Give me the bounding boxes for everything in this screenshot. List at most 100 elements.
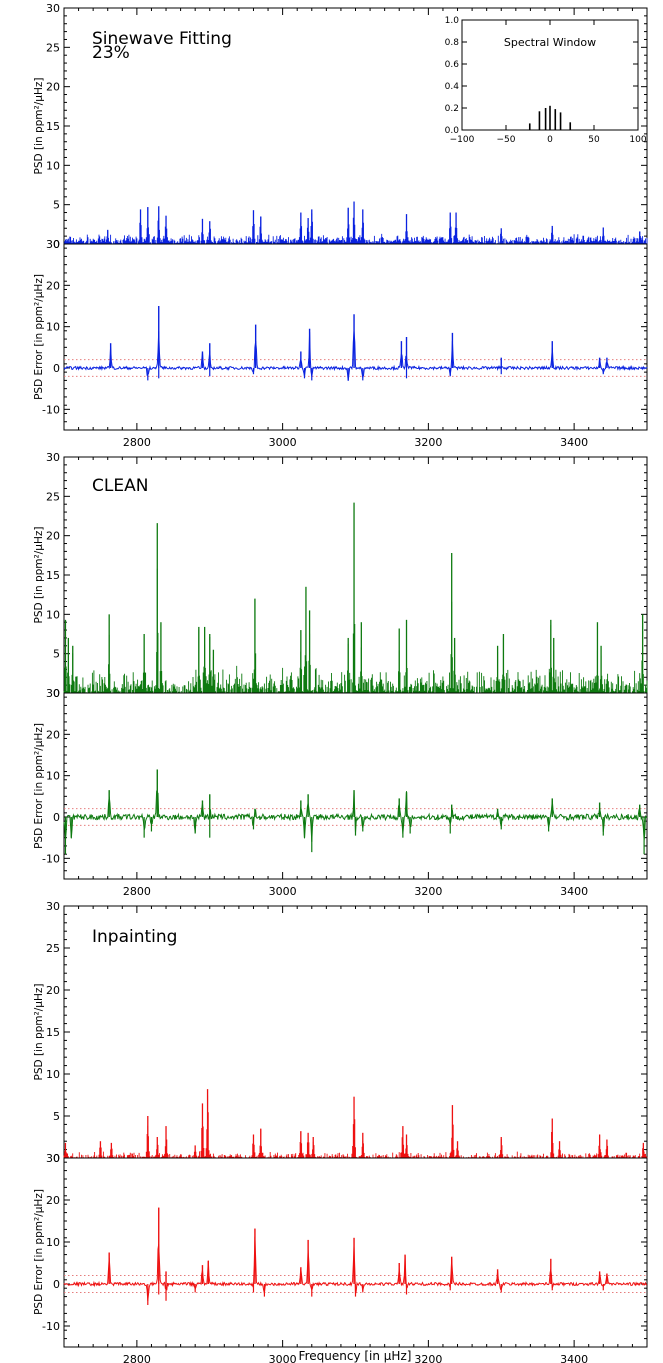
y-ticks: -10 0 10 20 30 — [42, 238, 647, 431]
y-tick-label: 0 — [53, 1152, 60, 1165]
inset-y-tick-label: 1.0 — [445, 16, 460, 26]
y-ticks: -10 0 10 20 30 — [42, 687, 647, 880]
y-tick-label: 5 — [53, 199, 60, 212]
y-tick-label: 25 — [46, 942, 60, 955]
y-tick-label: 15 — [46, 569, 60, 582]
panel-inpainting-psd: 0 5 10 15 20 25 30 PSD [in ppm²/µHz] Inpaintin… — [33, 900, 648, 1165]
y-axis-label: PSD Error [in ppm²/µHz] — [33, 1189, 45, 1315]
y-ticks: 0 5 10 15 20 25 30 — [46, 451, 647, 700]
x-tick-label: 3200 — [414, 1353, 442, 1363]
plot-frame — [63, 1157, 648, 1348]
y-tick-label: 0 — [53, 362, 60, 375]
y-tick-label: 20 — [46, 81, 60, 94]
y-tick-label: 10 — [46, 1068, 60, 1081]
error-signal — [63, 1207, 647, 1305]
y-tick-label: 10 — [46, 321, 60, 334]
inset-y-tick-label: 0.8 — [445, 38, 460, 48]
inset-x-tick-label: −50 — [497, 135, 516, 145]
y-tick-label: 5 — [53, 1110, 60, 1123]
y-axis-label: PSD [in ppm²/µHz] — [33, 78, 45, 175]
x-ticks: 2800 3000 3200 3400 — [63, 8, 648, 449]
y-tick-label: 30 — [46, 687, 60, 700]
inset-spectral-window: 0.0 0.2 0.4 0.6 0.8 1.0 −100 −50 0 50 100 Spectral… — [445, 16, 647, 145]
y-tick-label: 25 — [46, 490, 60, 503]
y-tick-label: 20 — [46, 984, 60, 997]
y-tick-label: 10 — [46, 608, 60, 621]
plot-frame — [63, 692, 648, 880]
y-tick-label: 15 — [46, 1026, 60, 1039]
x-tick-label: 3200 — [414, 885, 442, 898]
y-tick-label: 10 — [46, 770, 60, 783]
panel-sinewave-error: -10 0 10 20 30 2800 3000 3200 3400 PSD Error [i… — [33, 8, 648, 449]
x-ticks: 2800 3000 3200 3400 — [63, 906, 648, 1363]
y-ticks: 0 5 10 15 20 25 30 — [46, 2, 647, 251]
inset-x-tick-label: 50 — [588, 135, 600, 145]
threshold-lines — [64, 808, 647, 826]
panel-sinewave-psd: 0 5 10 15 20 25 30 PSD [in ppm²/µHz] Sinewave … — [33, 2, 648, 251]
y-tick-label: 10 — [46, 1236, 60, 1249]
x-tick-label: 2800 — [123, 436, 151, 449]
x-tick-label: 2800 — [123, 1353, 151, 1363]
y-axis-label: PSD Error [in ppm²/µHz] — [33, 274, 45, 400]
y-axis-label: PSD Error [in ppm²/µHz] — [33, 723, 45, 849]
inset-x-tick-label: 100 — [629, 135, 646, 145]
x-tick-label: 3000 — [269, 1353, 297, 1363]
panel-inpainting-error: -10 0 10 20 30 2800 3000 3200 3400 PSD Error [i… — [33, 906, 648, 1363]
x-tick-label: 2800 — [123, 885, 151, 898]
y-tick-label: 0 — [53, 238, 60, 251]
y-tick-label: 20 — [46, 530, 60, 543]
psd-trace — [63, 207, 648, 244]
inset-bars — [528, 105, 572, 130]
y-tick-label: 30 — [46, 1152, 60, 1165]
x-tick-label: 3000 — [269, 885, 297, 898]
inset-label: Spectral Window — [504, 36, 596, 49]
y-tick-label: 0 — [53, 1278, 60, 1291]
inset-y-tick-label: 0.4 — [445, 82, 460, 92]
y-axis-label: PSD [in ppm²/µHz] — [33, 527, 45, 624]
psd-signal — [63, 201, 648, 244]
x-ticks: 2800 3000 3200 3400 — [63, 457, 648, 898]
y-tick-label: 0 — [53, 687, 60, 700]
y-axis-label: PSD [in ppm²/µHz] — [33, 984, 45, 1081]
y-tick-label: 10 — [46, 159, 60, 172]
panel-clean-error: -10 0 10 20 30 2800 3000 3200 3400 PSD Error [i… — [33, 457, 648, 898]
y-tick-label: -10 — [42, 1320, 60, 1333]
psd-signal — [63, 1089, 648, 1158]
inset-x-tick-label: −100 — [450, 135, 475, 145]
panel-clean-psd: 0 5 10 15 20 25 30 PSD [in ppm²/µHz] CLEAN — [33, 451, 648, 700]
y-tick-label: 20 — [46, 728, 60, 741]
y-tick-label: 20 — [46, 279, 60, 292]
y-tick-label: -10 — [42, 852, 60, 865]
error-signal — [63, 769, 648, 855]
threshold-lines — [64, 1275, 647, 1293]
threshold-lines — [64, 359, 647, 377]
y-tick-label: 30 — [46, 238, 60, 251]
error-signal — [63, 306, 648, 381]
plot-frame — [63, 243, 648, 431]
y-tick-label: 30 — [46, 451, 60, 464]
y-tick-label: 0 — [53, 811, 60, 824]
x-tick-label: 3000 — [269, 436, 297, 449]
inset-y-tick-label: 0.0 — [445, 126, 460, 136]
y-ticks: -10 0 10 20 30 — [42, 1152, 647, 1348]
inset-y-tick-label: 0.2 — [445, 104, 459, 114]
panel-label: Sinewave Fitting — [92, 29, 232, 49]
plot-frame — [63, 456, 648, 694]
x-tick-label: 3200 — [414, 436, 442, 449]
y-ticks: 0 5 10 15 20 25 30 — [46, 900, 647, 1165]
y-tick-label: -10 — [42, 403, 60, 416]
panel-label: Inpainting — [92, 927, 177, 947]
inset-y-tick-label: 0.6 — [445, 60, 460, 70]
error-trace — [63, 330, 648, 381]
y-tick-label: 30 — [46, 900, 60, 913]
y-tick-label: 30 — [46, 2, 60, 15]
panel-label: CLEAN — [92, 476, 148, 496]
x-tick-label: 3400 — [560, 1353, 588, 1363]
x-tick-label: 3400 — [560, 436, 588, 449]
inset-x-tick-label: 0 — [547, 135, 553, 145]
y-tick-label: 5 — [53, 648, 60, 661]
panel-sublabel: 23% — [92, 43, 130, 63]
y-tick-label: 15 — [46, 120, 60, 133]
y-tick-label: 25 — [46, 41, 60, 54]
